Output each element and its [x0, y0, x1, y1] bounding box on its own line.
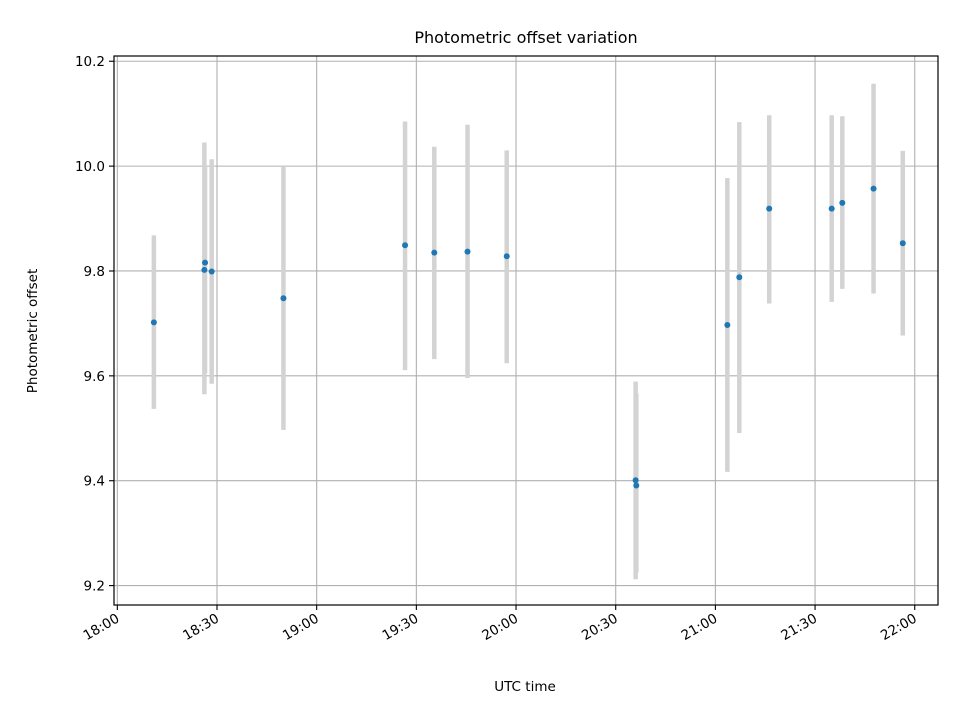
data-point [201, 266, 208, 273]
y-tick-label: 9.4 [84, 474, 105, 490]
data-point [402, 242, 409, 249]
data-point [828, 205, 835, 212]
data-point [464, 248, 471, 255]
data-point [899, 240, 906, 247]
data-point [724, 321, 731, 328]
y-tick-label: 10.0 [75, 159, 105, 175]
data-point [632, 477, 639, 484]
data-point [431, 249, 438, 256]
y-tick-label: 9.6 [84, 369, 105, 385]
plot-area-frame [113, 55, 939, 606]
y-tick-label: 9.2 [84, 579, 105, 595]
data-point [280, 295, 287, 302]
y-axis-label: Photometric offset [25, 269, 41, 393]
data-point [870, 185, 877, 192]
x-axis-label: UTC time [494, 679, 556, 695]
y-axis-ticks: 9.2 9.4 9.6 9.8 10.0 10.2 [75, 54, 114, 595]
data-point [208, 268, 215, 275]
y-tick-label: 10.2 [75, 54, 105, 70]
chart-title: Photometric offset variation [414, 28, 637, 47]
data-point [766, 205, 773, 212]
data-point [736, 274, 743, 281]
y-tick-label: 9.8 [84, 264, 105, 280]
data-point [503, 253, 510, 260]
data-points [150, 185, 906, 489]
data-point [839, 199, 846, 206]
grid [114, 56, 938, 605]
data-point [633, 482, 640, 489]
data-point [202, 259, 209, 266]
data-point [150, 319, 157, 326]
